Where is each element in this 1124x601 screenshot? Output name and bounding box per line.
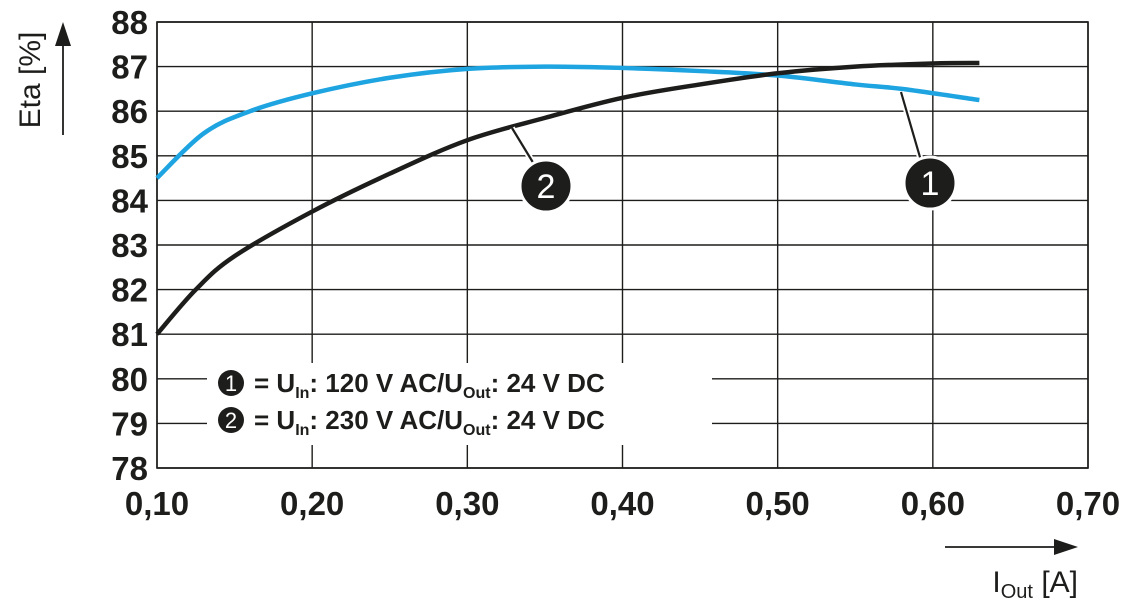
- legend-badge-1: [218, 370, 244, 396]
- callout-number-1: 1: [921, 165, 940, 203]
- legend-entry-1: = UIn: 120 V AC/UOut: 24 V DC: [254, 368, 605, 402]
- y-tick-label: 80: [111, 361, 148, 398]
- axis-titles: Eta [%] IOut [A]: [14, 22, 1078, 601]
- y-tick-label: 78: [111, 450, 148, 487]
- legend: 1 = UIn: 120 V AC/UOut: 24 V DC 2 = UIn: 23…: [207, 363, 712, 445]
- x-axis-title: IOut [A]: [992, 566, 1078, 601]
- x-tick-label: 0,30: [435, 485, 499, 522]
- y-axis-arrow-head: [55, 22, 71, 46]
- x-tick-label: 0,50: [746, 485, 810, 522]
- x-axis-arrow-head: [1054, 539, 1078, 555]
- y-axis-title: Eta [%]: [14, 32, 47, 129]
- callout-badge-1: [902, 155, 958, 211]
- plot-frame: [156, 21, 1089, 469]
- y-tick-label: 84: [111, 182, 148, 219]
- callout-badge-2: [518, 158, 574, 214]
- legend-badge-number: 1: [225, 371, 237, 396]
- series-line-1: [155, 64, 980, 180]
- y-tick-label: 86: [111, 93, 148, 130]
- legend-badge-2: [218, 407, 244, 433]
- series-line-2: [155, 60, 980, 336]
- y-tick-label: 88: [111, 4, 148, 41]
- legend-badge-number: 2: [225, 408, 237, 433]
- y-tick-label: 82: [111, 272, 148, 309]
- y-tick-label: 81: [111, 316, 148, 353]
- legend-entry-2: = UIn: 230 V AC/UOut: 24 V DC: [254, 405, 605, 439]
- y-tick-label: 79: [111, 405, 148, 442]
- x-tick-label: 0,10: [125, 485, 189, 522]
- x-tick-label: 0,20: [280, 485, 344, 522]
- callouts: 12: [509, 91, 958, 214]
- series-lines: [155, 60, 980, 336]
- callout-number-2: 2: [537, 168, 556, 206]
- y-tick-label: 87: [111, 49, 148, 86]
- tick-labels: 78 79 80 81 82 83 84 85 86 87 88 0,10 0,20 0,30 0,40 0,…: [111, 4, 1120, 522]
- x-tick-label: 0,40: [590, 485, 654, 522]
- x-tick-label: 0,60: [901, 485, 965, 522]
- y-tick-label: 85: [111, 138, 148, 175]
- x-tick-label: 0,70: [1056, 485, 1120, 522]
- legend-box: [207, 363, 712, 445]
- y-tick-label: 83: [111, 227, 148, 264]
